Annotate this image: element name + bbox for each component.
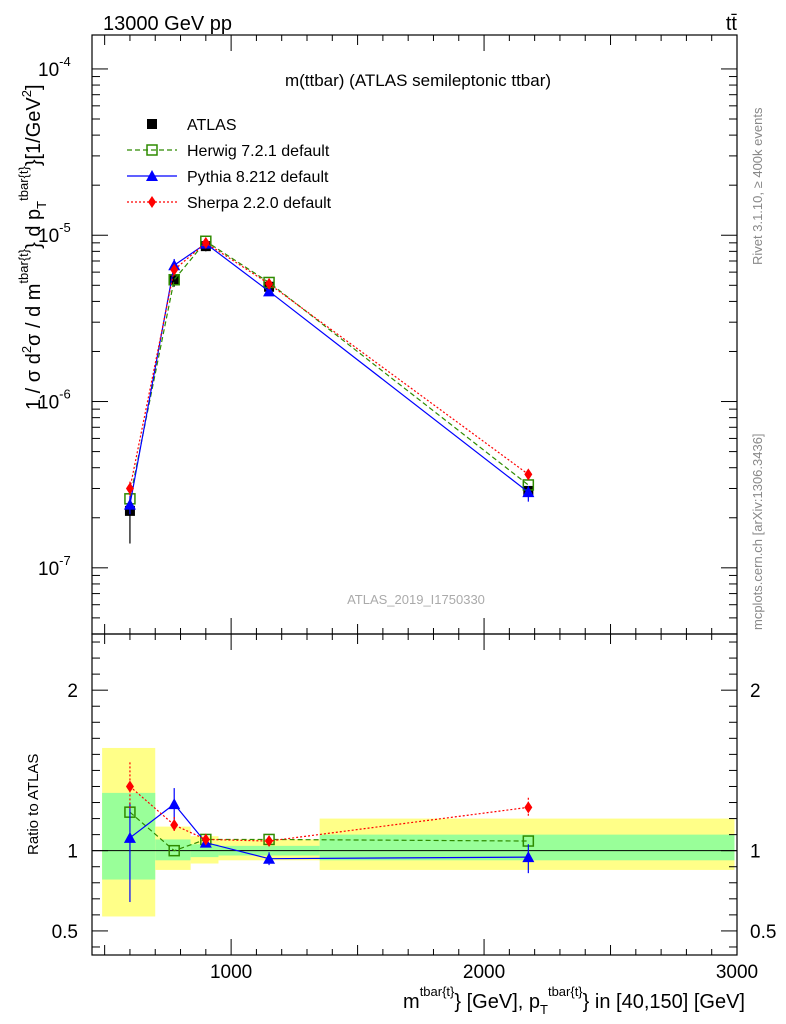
- ratio-herwig-point: [168, 844, 180, 857]
- plot-title: m(ttbar) (ATLAS semileptonic ttbar): [285, 71, 551, 90]
- main-atlas-point: [169, 274, 180, 285]
- legend-label: Herwig 7.2.1 default: [187, 143, 330, 160]
- ratio-pythia-point: [168, 798, 181, 810]
- watermark: ATLAS_2019_I1750330: [347, 592, 485, 607]
- ratio-y-tick-label: 0.5: [52, 922, 78, 943]
- ratio-sherpa-point: [170, 818, 179, 831]
- x-tick-label: 2000: [463, 962, 505, 983]
- legend-marker: [146, 144, 158, 156]
- y-tick-label: 10-5: [38, 220, 71, 247]
- legend-label: ATLAS: [187, 117, 237, 134]
- ratio-y-tick-label-right: 1: [750, 842, 761, 863]
- y-tick-label: 10-7: [38, 553, 71, 580]
- mcplots-label: mcplots.cern.ch [arXiv:1306.3436]: [750, 433, 765, 630]
- ratio-pythia-point: [263, 852, 276, 864]
- ratio-frame: [91, 633, 738, 956]
- main-sherpa-point: [201, 236, 210, 249]
- legend-marker: [148, 196, 156, 208]
- ratio-sherpa-point: [125, 780, 134, 793]
- ylabel-text: 1 / σ d: [23, 353, 45, 410]
- main-sherpa-point: [524, 468, 533, 481]
- main-sherpa-line: [129, 242, 529, 489]
- legend-label: Pythia 8.212 default: [187, 169, 329, 186]
- ratio-y-tick-label-right: 2: [750, 681, 761, 702]
- ratio-pythia-point: [123, 831, 136, 843]
- main-herwig-line: [129, 240, 529, 499]
- legend-marker: [146, 170, 158, 181]
- y-tick-label: 10-6: [38, 387, 71, 414]
- xlabel: mtbar{t}} [GeV], pTtbar{t}} in [40,150] …: [403, 984, 745, 1017]
- main-pythia-point: [522, 486, 535, 498]
- x-tick-label: 3000: [716, 962, 758, 983]
- main-ylabel: 1 / σ d2σ / d mtbar{t}} d pTtbar{t}}[1/G…: [16, 84, 49, 410]
- ratio-sherpa-point: [265, 835, 274, 848]
- main-pythia-line: [129, 242, 529, 505]
- main-sherpa-point: [125, 482, 134, 495]
- main-pythia-point: [263, 285, 276, 297]
- ratio-y-tick-label: 2: [67, 681, 78, 702]
- svg-text:1 / σ d2σ / d mtbar{t}} d pTtb: 1 / σ d2σ / d mtbar{t}} d pTtbar{t}}[1/G…: [16, 84, 49, 410]
- ratio-sherpa-point: [524, 801, 533, 814]
- y-tick-label: 10-4: [38, 54, 71, 81]
- main-sherpa-point: [265, 277, 274, 290]
- ratio-sherpa-point: [201, 833, 210, 846]
- ratio-y-tick-label-right: 0.5: [750, 922, 776, 943]
- legend-marker: [147, 119, 157, 129]
- energy-label: 13000 GeV pp: [103, 13, 232, 35]
- legend-label: Sherpa 2.2.0 default: [187, 195, 332, 212]
- svg-text:mtbar{t}} [GeV], pTtbar{t}} in: mtbar{t}} [GeV], pTtbar{t}} in [40,150] …: [403, 984, 745, 1017]
- main-pythia-point: [123, 498, 136, 510]
- ratio-pythia-point: [522, 851, 535, 863]
- rivet-label: Rivet 3.1.10, ≥ 400k events: [750, 107, 765, 265]
- ratio-y-tick-label: 1: [67, 842, 78, 863]
- x-tick-label: 1000: [210, 962, 252, 983]
- process-label: tt̄: [726, 13, 738, 35]
- ratio-ylabel: Ratio to ATLAS: [25, 754, 42, 855]
- main-sherpa-point: [170, 263, 179, 276]
